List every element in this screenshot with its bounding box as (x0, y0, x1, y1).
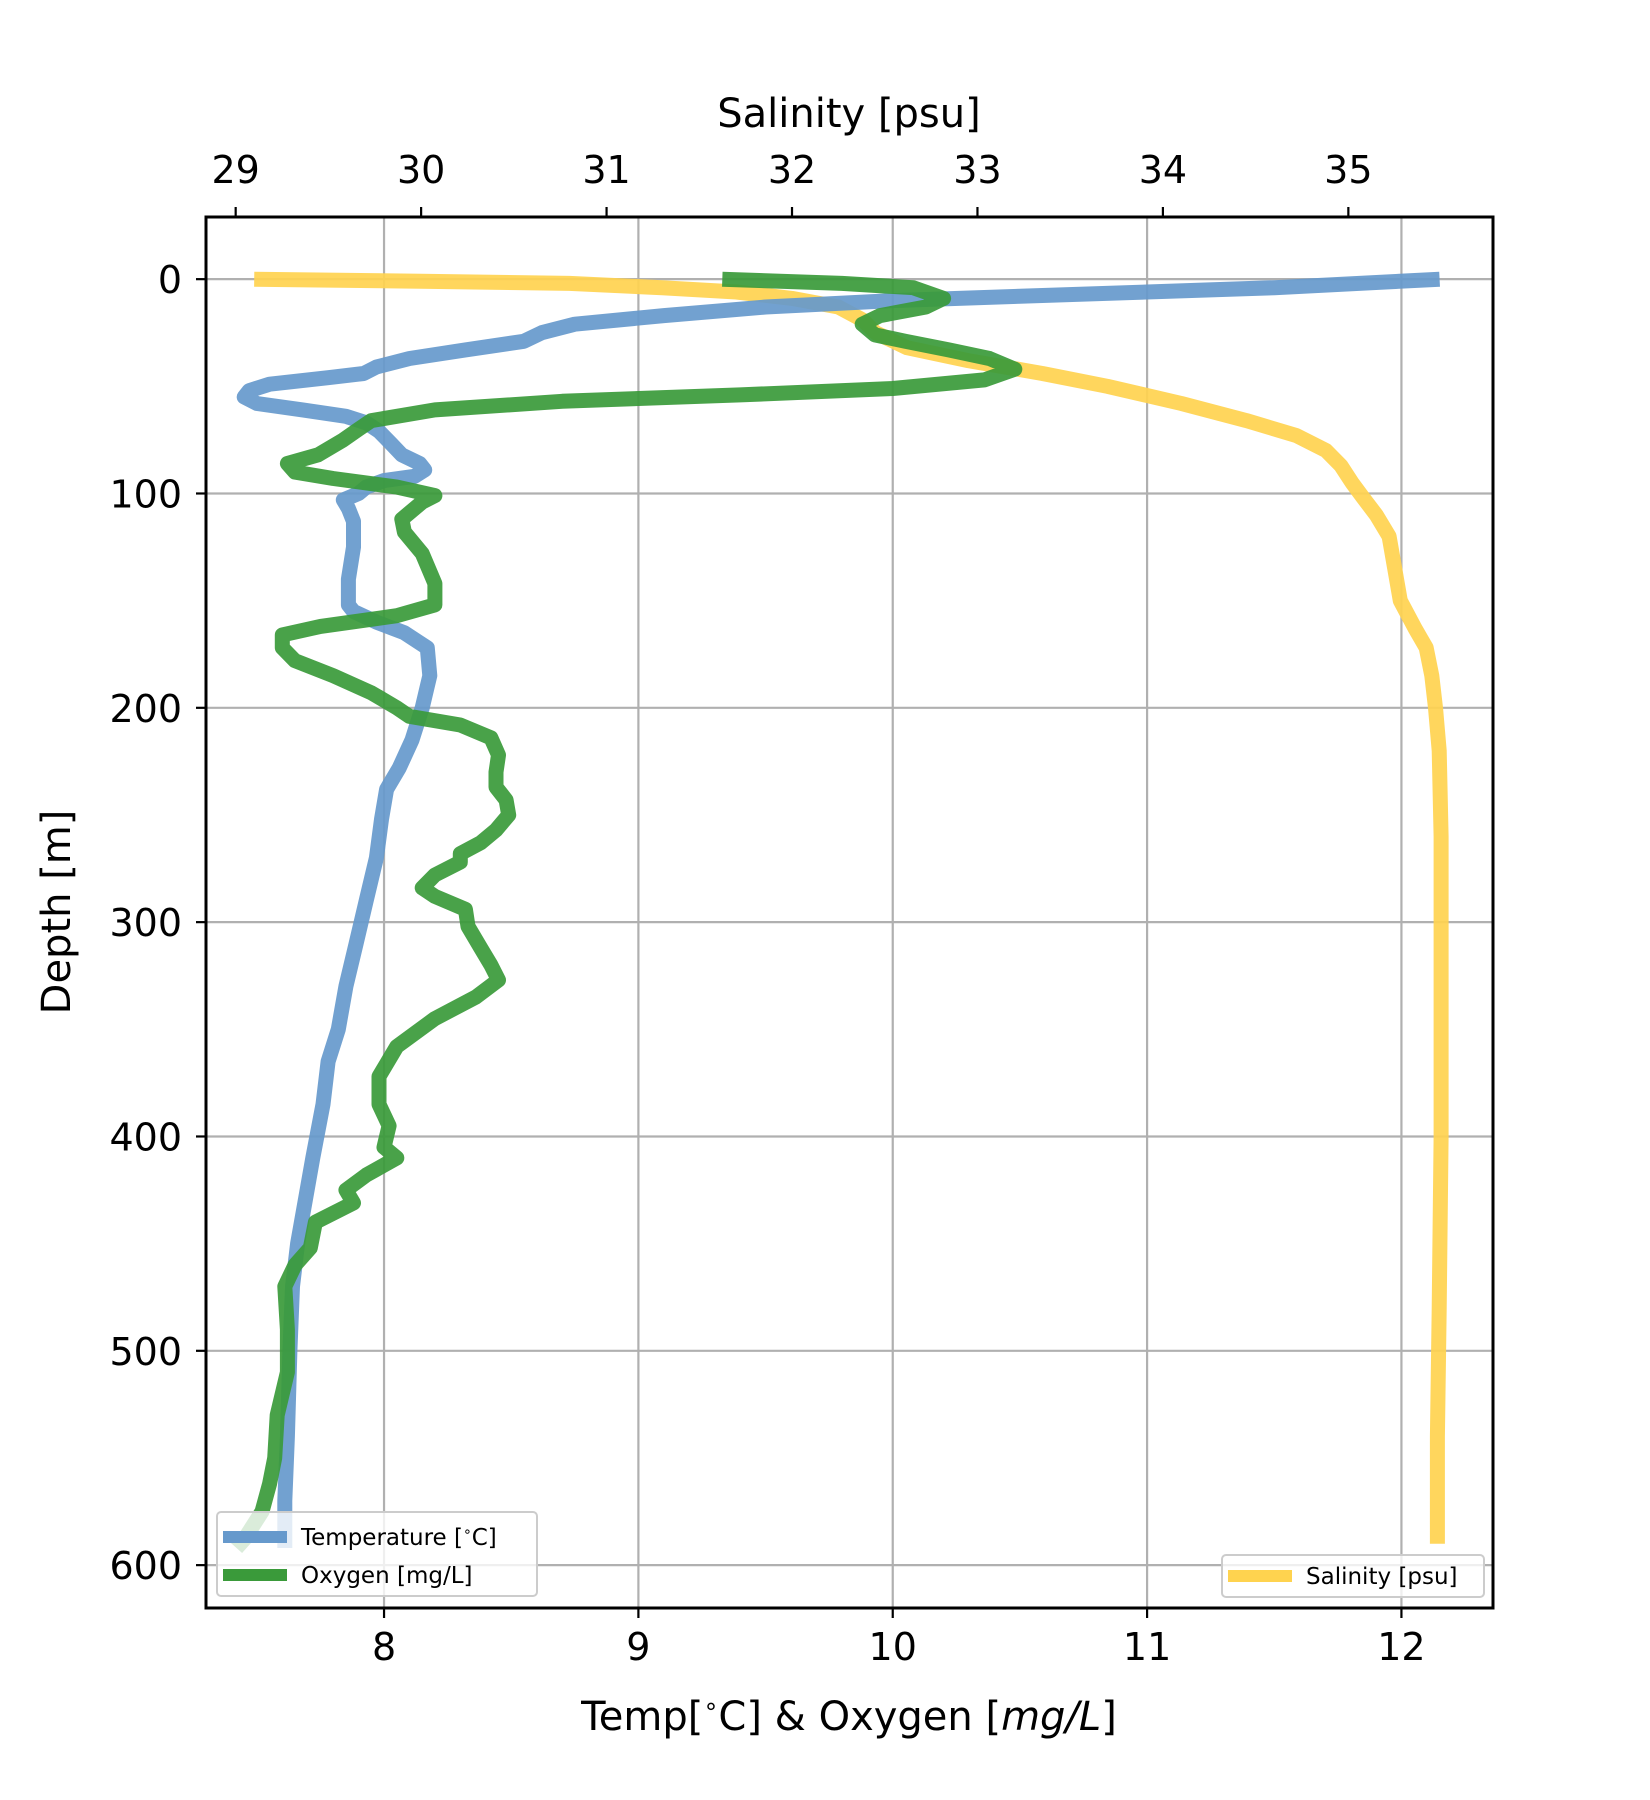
y-tick-label-300: 300 (109, 901, 182, 945)
legend-label-oxygen: Oxygen [mg/L] (301, 1563, 472, 1589)
plot-frame (204, 215, 1495, 1610)
x2-tick-label-31: 31 (582, 148, 630, 192)
y-tick-label-400: 400 (109, 1115, 182, 1159)
x-tick-label-10: 10 (869, 1625, 917, 1669)
y-tick-label-600: 600 (109, 1544, 182, 1588)
legend-main: Temperature [∘C] Oxygen [mg/L] (216, 1511, 538, 1597)
x-axis-label-close: ] (1101, 1694, 1117, 1740)
x2-axis-label: Salinity [psu] (717, 91, 980, 137)
legend-temp-deg: ∘ (463, 1524, 472, 1540)
y-axis-label: Depth [m] (34, 810, 80, 1015)
series-line-oxygen (230, 271, 1023, 1554)
legend-temp-a: Temperature [ (300, 1525, 463, 1551)
x2-tick-label-35: 35 (1324, 148, 1372, 192)
series-line-temperature (236, 271, 1440, 1548)
x-axis-label-degree: ∘ (703, 1692, 718, 1720)
y-tick-label-100: 100 (109, 472, 182, 516)
legend-temp-b: C] (472, 1525, 497, 1551)
legend-main-box (216, 1511, 538, 1597)
legend-salinity-box (1221, 1554, 1485, 1598)
x-tick-label-8: 8 (372, 1625, 396, 1669)
x2-tick-label-29: 29 (211, 148, 259, 192)
x-axis-label: Temp[∘C] & Oxygen [mg/L] (580, 1692, 1117, 1740)
y-tick-label-500: 500 (109, 1330, 182, 1374)
x2-tick-label-34: 34 (1139, 148, 1187, 192)
axis-ticks: 8 9 10 11 12 29 30 31 32 33 34 35 0 100 200 300 400 500 60… (109, 148, 1425, 1669)
legend-label-salinity: Salinity [psu] (1306, 1564, 1458, 1590)
legend-salinity: Salinity [psu] (1221, 1554, 1485, 1598)
x-tick-label-12: 12 (1377, 1625, 1425, 1669)
x-axis-label-temp: Temp[ (580, 1694, 703, 1740)
x-tick-label-11: 11 (1123, 1625, 1171, 1669)
x2-tick-label-30: 30 (397, 148, 445, 192)
x2-tick-label-33: 33 (953, 148, 1001, 192)
x-axis-label-unit: mg/L (1001, 1694, 1101, 1740)
x2-tick-label-32: 32 (768, 148, 816, 192)
legend-label-temperature: Temperature [∘C] (300, 1524, 497, 1551)
y-tick-label-200: 200 (109, 687, 182, 731)
x-tick-label-9: 9 (626, 1625, 650, 1669)
x-axis-label-rest: C] & Oxygen [ (718, 1694, 1001, 1740)
data-series (230, 271, 1449, 1554)
y-tick-label-0: 0 (158, 258, 182, 302)
